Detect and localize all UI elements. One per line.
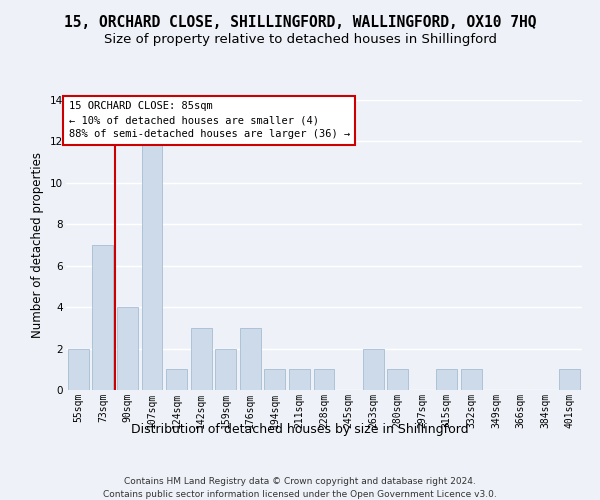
Y-axis label: Number of detached properties: Number of detached properties: [31, 152, 44, 338]
Bar: [559, 370, 580, 390]
Text: Contains HM Land Registry data © Crown copyright and database right 2024.: Contains HM Land Registry data © Crown c…: [124, 478, 476, 486]
Text: Distribution of detached houses by size in Shillingford: Distribution of detached houses by size …: [131, 422, 469, 436]
Bar: [215, 348, 236, 390]
Text: Contains public sector information licensed under the Open Government Licence v3: Contains public sector information licen…: [103, 490, 497, 499]
Text: 15, ORCHARD CLOSE, SHILLINGFORD, WALLINGFORD, OX10 7HQ: 15, ORCHARD CLOSE, SHILLINGFORD, WALLING…: [64, 15, 536, 30]
Bar: [362, 348, 383, 390]
Bar: [117, 307, 138, 390]
Bar: [289, 370, 310, 390]
Bar: [436, 370, 457, 390]
Bar: [265, 370, 286, 390]
Text: Size of property relative to detached houses in Shillingford: Size of property relative to detached ho…: [104, 32, 497, 46]
Bar: [461, 370, 482, 390]
Bar: [191, 328, 212, 390]
Bar: [314, 370, 334, 390]
Bar: [92, 245, 113, 390]
Bar: [240, 328, 261, 390]
Bar: [142, 142, 163, 390]
Bar: [387, 370, 408, 390]
Text: 15 ORCHARD CLOSE: 85sqm
← 10% of detached houses are smaller (4)
88% of semi-det: 15 ORCHARD CLOSE: 85sqm ← 10% of detache…: [68, 102, 350, 140]
Bar: [166, 370, 187, 390]
Bar: [68, 348, 89, 390]
